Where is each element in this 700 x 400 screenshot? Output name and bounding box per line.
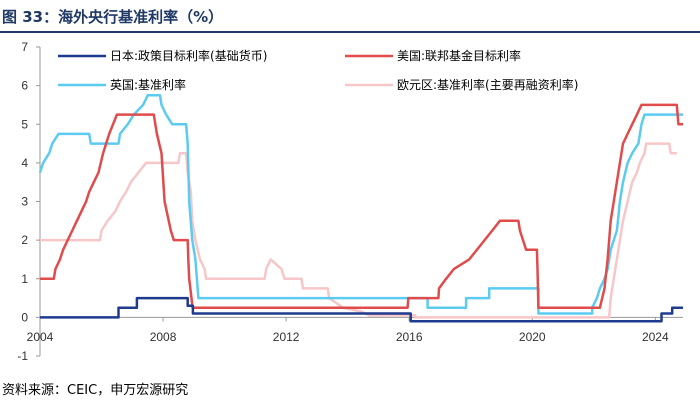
- series-lines: [38, 94, 683, 323]
- y-tick-label: 5: [21, 117, 28, 131]
- chart-title: 图 33：海外央行基准利率（%）: [2, 8, 224, 26]
- series-line-3: [40, 142, 677, 319]
- x-tick-label: 2008: [150, 330, 177, 344]
- y-tick-label: 1: [21, 272, 28, 286]
- x-tick-label: 2024: [642, 330, 669, 344]
- source-note: 资料来源：CEIC，申万宏源研究: [2, 383, 189, 398]
- y-tick-label: -1: [17, 349, 28, 363]
- y-tick-label: 4: [21, 156, 28, 170]
- x-tick-label: 2016: [396, 330, 423, 344]
- y-tick-label: 6: [21, 79, 28, 93]
- legend-label-3: 欧元区:基准利率(主要再融资利率): [397, 77, 578, 92]
- x-tick-label: 2012: [273, 330, 300, 344]
- y-tick-label: 7: [21, 40, 28, 54]
- legend-label-2: 英国:基准利率: [110, 77, 186, 92]
- axes: -1 0 1 2 3 4 5 6 7 2004 2008 2012 2016 2020 2024: [17, 40, 683, 363]
- series-line-0: [40, 296, 683, 323]
- x-tick-label: 2004: [27, 330, 54, 344]
- y-tick-label: 0: [21, 310, 28, 324]
- series-line-2: [38, 94, 683, 315]
- legend-label-1: 美国:联邦基金目标利率: [397, 48, 521, 63]
- y-tick-label: 2: [21, 233, 28, 247]
- series-line-1: [40, 103, 683, 309]
- legend-label-0: 日本:政策目标利率(基础货币): [110, 48, 267, 63]
- x-tick-label: 2020: [519, 330, 546, 344]
- y-tick-label: 3: [21, 195, 28, 209]
- title-divider: [0, 31, 700, 33]
